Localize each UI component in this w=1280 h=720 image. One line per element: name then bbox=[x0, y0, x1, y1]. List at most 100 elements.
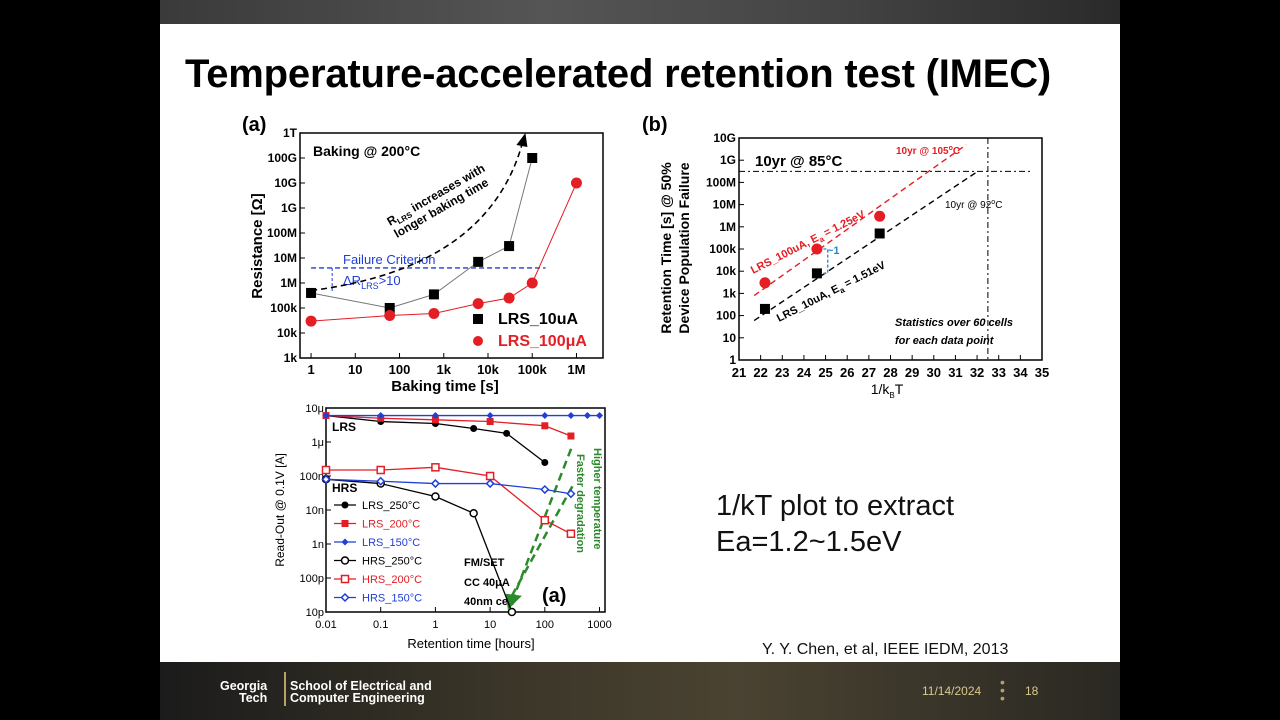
citation: Y. Y. Chen, et al, IEEE IEDM, 2013 bbox=[762, 641, 1009, 658]
logo-line-2: Tech bbox=[239, 691, 268, 705]
logo-line-1: Georgia bbox=[220, 679, 268, 693]
data-point bbox=[384, 303, 395, 313]
x-tick-label: 25 bbox=[818, 365, 832, 380]
page-number: 18 bbox=[1025, 684, 1039, 698]
x-tick-label: 100 bbox=[389, 362, 411, 377]
y-tick-label: 10n bbox=[306, 505, 324, 517]
data-point bbox=[431, 463, 440, 472]
baking-trend-arrow bbox=[310, 142, 524, 292]
degradation-arrow bbox=[510, 485, 574, 597]
x-tick-label: 1M bbox=[567, 362, 585, 377]
x-tick-label: 1k bbox=[437, 362, 452, 377]
data-point bbox=[566, 529, 576, 539]
y-tick-label: 100M bbox=[267, 226, 297, 240]
data-point bbox=[759, 303, 770, 314]
chart-c-region-hrs: HRS bbox=[332, 481, 357, 495]
chart-a-ylabel: Resistance [Ω] bbox=[249, 193, 266, 298]
x-tick-label: 10k bbox=[477, 362, 499, 377]
x-tick-label: 22 bbox=[753, 365, 767, 380]
y-tick-label: 10μ bbox=[305, 403, 324, 415]
series-line bbox=[325, 414, 572, 437]
data-point bbox=[874, 210, 886, 222]
series-line bbox=[326, 466, 572, 535]
x-tick-label: 100 bbox=[536, 619, 554, 631]
x-tick-label: 33 bbox=[991, 365, 1005, 380]
data-point bbox=[504, 241, 515, 252]
x-tick-label: 29 bbox=[905, 365, 919, 380]
data-point bbox=[473, 256, 484, 267]
x-tick-label: 32 bbox=[970, 365, 984, 380]
legend-label: LRS_250°C bbox=[362, 500, 420, 512]
legend-label: LRS_150°C bbox=[362, 537, 420, 549]
y-tick-label: 10M bbox=[274, 251, 297, 265]
georgia-tech-logo: Georgia Tech bbox=[220, 679, 268, 705]
chart-b-ylabel-line1: Retention Time [s] @ 50% bbox=[658, 162, 674, 334]
school-name: School of Electrical and Computer Engine… bbox=[290, 679, 432, 705]
body-text: 1/kT plot to extract Ea=1.2~1.5eV bbox=[716, 488, 954, 560]
x-tick-label: 28 bbox=[883, 365, 897, 380]
data-point bbox=[384, 310, 396, 322]
school-line-1: School of Electrical and bbox=[290, 679, 432, 693]
y-tick-label: 1 bbox=[729, 353, 736, 367]
chart-a-arrow-note: RLRS increases withlonger baking time bbox=[385, 161, 495, 241]
chart-b-xlabel: 1/kBT bbox=[871, 381, 904, 400]
chart-b-label-105: 10yr @ 105oC bbox=[896, 145, 960, 157]
chart-c-region-lrs: LRS bbox=[332, 420, 356, 434]
y-tick-label: 10p bbox=[306, 607, 324, 619]
data-point bbox=[321, 474, 331, 484]
legend-label: HRS_250°C bbox=[362, 556, 422, 568]
chart-b-label-92: 10yr @ 92oC bbox=[945, 199, 1002, 211]
y-tick-label: 10M bbox=[713, 198, 736, 212]
chart-c-arrow-label-2: Faster degradation bbox=[574, 454, 586, 553]
data-point bbox=[486, 418, 494, 426]
data-point bbox=[469, 509, 478, 518]
series-line bbox=[325, 478, 572, 495]
chart-b-stats-line1: Statistics over 60 cells bbox=[895, 317, 1013, 329]
footer-date: 11/14/2024 bbox=[922, 684, 982, 698]
body-line-2: Ea=1.2~1.5eV bbox=[716, 526, 902, 558]
data-point bbox=[431, 492, 440, 501]
chart-retention-vs-1-over-kt: Retention Time [s] @ 50% Device Populati… bbox=[658, 131, 1049, 400]
legend-label: LRS_10uA bbox=[498, 311, 578, 328]
data-point bbox=[306, 287, 317, 298]
x-tick-label: 10 bbox=[348, 362, 362, 377]
x-tick-label: 26 bbox=[840, 365, 854, 380]
y-tick-label: 1M bbox=[719, 220, 736, 234]
y-tick-label: 10G bbox=[713, 131, 736, 145]
data-point bbox=[431, 416, 439, 424]
data-point bbox=[431, 412, 439, 420]
data-point bbox=[811, 243, 823, 255]
legend-label: LRS_100μA bbox=[498, 333, 587, 350]
chart-c-device-note-2: CC 40μA bbox=[464, 577, 510, 589]
data-point bbox=[322, 412, 330, 420]
slide-title: Temperature-accelerated retention test (… bbox=[185, 52, 1052, 96]
data-point bbox=[472, 298, 484, 310]
data-point bbox=[541, 412, 549, 420]
legend-marker bbox=[340, 592, 350, 603]
x-tick-label: 100k bbox=[518, 362, 548, 377]
gap-bracket bbox=[823, 248, 829, 275]
data-point bbox=[503, 292, 515, 304]
legend-marker bbox=[473, 314, 483, 324]
data-point bbox=[486, 412, 494, 420]
y-tick-label: 1k bbox=[284, 351, 298, 365]
y-tick-label: 100k bbox=[270, 301, 297, 315]
x-tick-label: 1 bbox=[432, 619, 438, 631]
x-tick-label: 1000 bbox=[587, 619, 611, 631]
logo-divider bbox=[284, 672, 286, 706]
data-point bbox=[566, 489, 576, 499]
y-tick-label: 100n bbox=[300, 471, 324, 483]
y-tick-label: 1k bbox=[723, 286, 737, 300]
y-tick-label: 1n bbox=[312, 539, 324, 551]
x-tick-label: 0.1 bbox=[373, 619, 388, 631]
data-point bbox=[567, 412, 575, 420]
chart-c-device-note-3: 40nm cell bbox=[464, 596, 514, 608]
y-tick-label: 1G bbox=[281, 201, 297, 215]
y-tick-label: 100M bbox=[706, 175, 736, 189]
data-point bbox=[376, 465, 385, 475]
data-point bbox=[567, 432, 575, 440]
legend-label: LRS_200°C bbox=[362, 519, 420, 531]
y-tick-label: 10 bbox=[723, 331, 737, 345]
data-point bbox=[570, 177, 582, 189]
